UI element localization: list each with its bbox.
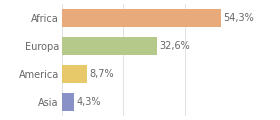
Text: 32,6%: 32,6% (160, 41, 190, 51)
Text: 4,3%: 4,3% (76, 97, 101, 107)
Bar (62, 37, 157, 55)
Bar (62, 65, 87, 83)
Text: 54,3%: 54,3% (223, 13, 254, 23)
Bar (62, 9, 221, 27)
Text: 8,7%: 8,7% (90, 69, 114, 79)
Bar (62, 93, 74, 111)
